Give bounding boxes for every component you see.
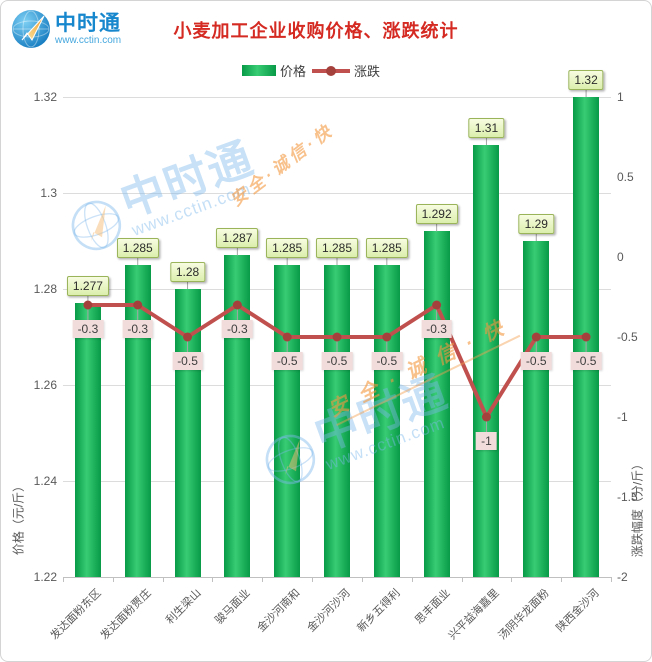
bar [523, 241, 550, 577]
left-axis-title: 价格（元/斤） [11, 479, 26, 556]
change-value-label: -0.5 [271, 352, 303, 370]
cctin-globe-plane-icon [12, 10, 50, 48]
x-axis-tick-mark [611, 577, 612, 582]
x-axis-tick-mark [361, 577, 363, 582]
x-axis-tick-mark [461, 577, 463, 582]
bar-value-label: 1.285 [266, 238, 309, 258]
right-axis-tick-label: -0.5 [617, 330, 638, 344]
change-value-label: -0.5 [570, 352, 602, 370]
right-axis-tick-label: -1 [617, 410, 628, 424]
x-axis-tick-mark [162, 577, 164, 582]
left-axis-tick-label: 1.32 [33, 90, 57, 104]
legend-item-change: 涨跌 [312, 61, 380, 80]
change-series-swatch [312, 65, 350, 77]
change-value-label: -0.5 [321, 352, 353, 370]
bar [423, 231, 450, 577]
left-axis-tick-label: 1.22 [33, 570, 57, 584]
bar-value-label: 1.287 [216, 228, 259, 249]
change-value-label: -1 [476, 432, 497, 450]
left-axis-tick-label: 1.24 [33, 474, 57, 488]
watermark-brand-text: 中时通 [114, 133, 261, 227]
bar [573, 97, 600, 577]
change-value-label: -0.5 [371, 352, 403, 370]
change-value-label: -0.5 [172, 352, 203, 370]
bar-value-label: 1.285 [365, 238, 408, 258]
price-series-swatch [241, 65, 276, 76]
bar [274, 265, 301, 577]
bar [74, 303, 101, 577]
bar-value-label: 1.285 [315, 238, 359, 258]
bar-value-label: 1.32 [568, 70, 604, 90]
chart-title: 小麦加工企业收购价格、涨跌统计 [173, 21, 459, 41]
gridline [63, 96, 611, 98]
change-value-label: -0.3 [72, 320, 104, 338]
bar-value-label: 1.29 [518, 214, 554, 234]
watermark-slogan-text: 安全·诚信·快 [227, 120, 338, 211]
x-axis-tick-mark [411, 577, 413, 582]
bar [473, 145, 500, 577]
logo-url-text: www.cctin.com [55, 34, 122, 46]
bar [324, 265, 350, 577]
chart-legend: 价格 涨跌 [1, 61, 621, 80]
change-value-label: -0.3 [421, 320, 452, 338]
bar-value-label: 1.28 [169, 262, 206, 282]
x-axis-line [63, 577, 611, 578]
gridline [63, 192, 611, 194]
site-logo: 中时通 www.cctin.com [11, 9, 121, 49]
x-axis-tick-mark [212, 577, 214, 582]
right-axis-tick-label: -2 [617, 570, 628, 584]
x-axis-tick-mark [561, 577, 563, 582]
right-axis-tick-label: 1 [617, 90, 624, 104]
change-value-label: -0.5 [520, 352, 552, 370]
logo-brand-text: 中时通 [55, 11, 121, 35]
right-axis-tick-label: 0 [617, 250, 624, 264]
bar-value-label: 1.285 [116, 238, 159, 258]
change-value-label: -0.3 [122, 320, 154, 338]
left-axis-tick-label: 1.26 [33, 378, 57, 392]
bar-value-label: 1.292 [415, 204, 458, 225]
bar [373, 265, 400, 577]
bar-value-label: 1.31 [468, 118, 505, 138]
right-axis-tick-label: 0.5 [617, 170, 634, 184]
x-axis-tick-mark [262, 577, 264, 582]
right-axis-title: 涨跌幅度（分/斤） [630, 457, 645, 558]
bar [224, 255, 251, 577]
legend-item-price: 价格 [241, 61, 306, 80]
bar [124, 265, 151, 577]
x-axis-tick-mark [312, 577, 314, 582]
legend-label-change: 涨跌 [354, 64, 381, 79]
bar-value-label: 1.277 [66, 276, 109, 297]
left-axis-tick-label: 1.28 [33, 282, 57, 296]
left-axis-tick-label: 1.3 [40, 186, 57, 200]
legend-label-price: 价格 [279, 64, 306, 79]
bar [174, 289, 201, 577]
change-value-label: -0.3 [222, 320, 253, 338]
x-axis-tick-mark [112, 577, 114, 582]
x-axis-tick-mark [63, 577, 64, 582]
x-axis-tick-mark [511, 577, 513, 582]
right-axis-tick-label: -1.5 [617, 490, 638, 504]
